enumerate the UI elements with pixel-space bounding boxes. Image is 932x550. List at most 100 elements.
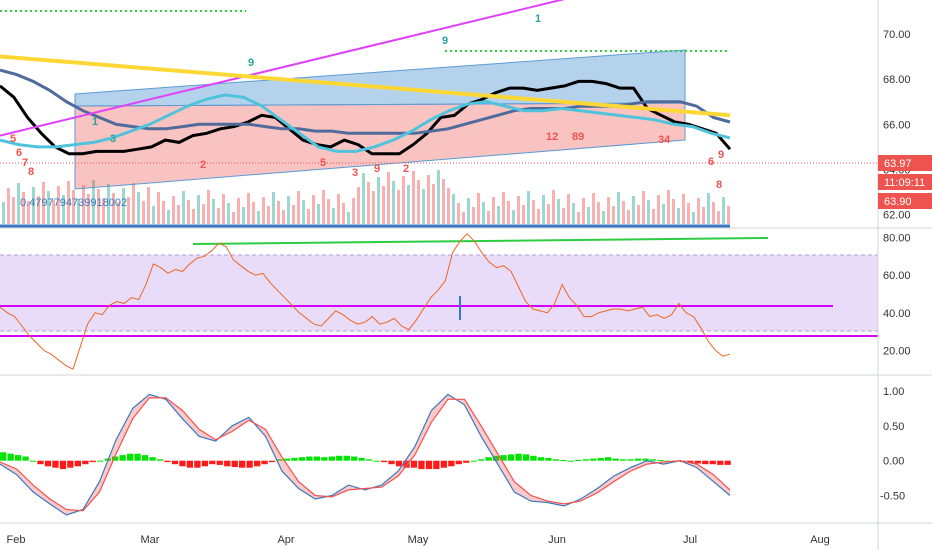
- macd-histogram-bar: [627, 459, 634, 461]
- macd-histogram-bar: [59, 460, 67, 470]
- macd-histogram-bar: [388, 460, 395, 465]
- volume-bar: [252, 202, 255, 224]
- volume-bar: [392, 181, 395, 224]
- macd-histogram-bar: [418, 460, 425, 470]
- rsi-tick-label: 60.00: [883, 270, 911, 282]
- volume-bar: [72, 190, 75, 224]
- macd-histogram-bar: [328, 456, 335, 461]
- volume-bar: [237, 198, 240, 224]
- time-axis-labels: Feb Mar Apr May Jun Jul Aug: [7, 534, 830, 546]
- volume-bar: [147, 187, 150, 224]
- volume-bar: [367, 182, 370, 224]
- td-count-label: 9: [442, 35, 448, 47]
- volume-bar: [167, 210, 170, 224]
- volume-bar: [187, 200, 190, 224]
- volume-bar: [407, 185, 410, 224]
- volume-bar: [727, 206, 730, 224]
- macd-histogram-bar: [642, 458, 649, 461]
- volume-bar: [312, 195, 315, 224]
- volume-bar: [217, 208, 220, 224]
- volume-bar: [677, 208, 680, 224]
- macd-histogram-bar: [112, 456, 119, 461]
- td-count-label: 1: [92, 116, 98, 128]
- volume-bar: [662, 204, 665, 224]
- macd-histogram-bar: [478, 459, 485, 461]
- volume-bar: [667, 190, 670, 224]
- macd-histogram-bar: [433, 460, 440, 470]
- volume-bar: [112, 193, 115, 224]
- rsi-band: [0, 255, 878, 331]
- macd-pane[interactable]: [0, 393, 731, 516]
- macd-tick-label: 1.00: [883, 386, 904, 398]
- macd-histogram-bar: [321, 457, 328, 461]
- price-tick-label: 68.00: [883, 74, 911, 86]
- macd-histogram-bar: [89, 460, 96, 463]
- time-tick-label: Jun: [548, 534, 566, 546]
- rsi-pane[interactable]: [0, 233, 878, 370]
- volume-bar: [472, 207, 475, 224]
- rsi-tick-label: 40.00: [883, 308, 911, 320]
- macd-histogram-bar: [52, 460, 59, 468]
- macd-histogram-bar: [358, 457, 365, 461]
- macd-histogram-bar: [82, 460, 89, 465]
- macd-histogram-bar: [500, 455, 507, 461]
- volume-bar: [17, 183, 20, 224]
- macd-histogram-bar: [149, 457, 156, 461]
- td-count-label: 9: [718, 149, 724, 161]
- rsi-trend-line: [192, 237, 769, 245]
- macd-histogram-bar: [657, 460, 664, 461]
- volume-bar: [337, 194, 340, 224]
- macd-histogram-bar: [67, 460, 74, 468]
- macd-histogram-bar: [522, 454, 530, 461]
- volume-bar: [572, 203, 575, 224]
- volume-bar: [242, 207, 245, 224]
- volume-bar: [502, 192, 505, 224]
- volume-bar: [107, 184, 110, 224]
- volume-bar: [247, 193, 250, 224]
- macd-histogram-bar: [470, 460, 477, 462]
- td-count-label: 12: [546, 131, 558, 143]
- volume-bar: [562, 208, 565, 224]
- macd-histogram-bar: [7, 453, 14, 461]
- volume-bar: [607, 197, 610, 224]
- volume-bar: [317, 204, 320, 224]
- macd-histogram-bar: [276, 459, 283, 461]
- macd-histogram-bar: [530, 455, 537, 461]
- volume-bar: [532, 200, 535, 224]
- td-count-label: 6: [16, 147, 22, 159]
- volume-bar: [497, 206, 500, 224]
- macd-histogram-bar: [582, 459, 589, 461]
- volume-bar: [152, 206, 155, 224]
- td-count-label: 8: [716, 179, 722, 191]
- volume-bar: [427, 175, 430, 224]
- volume-bar: [327, 199, 330, 224]
- volume-bar: [547, 204, 550, 224]
- volume-bar: [487, 211, 490, 224]
- volume-bar: [652, 209, 655, 224]
- price-tag-bg: [878, 174, 932, 190]
- volume-bar: [257, 211, 260, 224]
- macd-histogram-bar: [313, 456, 320, 461]
- volume-bar: [2, 202, 5, 224]
- price-tag-bg: [878, 155, 932, 171]
- volume-bar: [672, 199, 675, 224]
- macd-histogram-bar: [448, 460, 455, 467]
- volume-bar: [717, 211, 720, 224]
- volume-bar: [7, 188, 10, 224]
- macd-histogram-bar: [724, 460, 731, 465]
- price-tag-label: 63.97: [884, 158, 912, 170]
- macd-histogram-bar: [194, 460, 201, 468]
- volume-bar: [77, 199, 80, 224]
- macd-cross-fill: [0, 394, 730, 515]
- volume-bar: [222, 194, 225, 224]
- td-count-label: 7: [22, 157, 28, 169]
- price-tick-label: 62.00: [883, 210, 911, 222]
- volume-bar: [137, 192, 140, 224]
- trend-line: [0, 54, 731, 118]
- volume-bar: [637, 205, 640, 224]
- price-tag-bg: [878, 193, 932, 209]
- time-tick-label: Jul: [683, 534, 697, 546]
- signal-line: [0, 397, 731, 512]
